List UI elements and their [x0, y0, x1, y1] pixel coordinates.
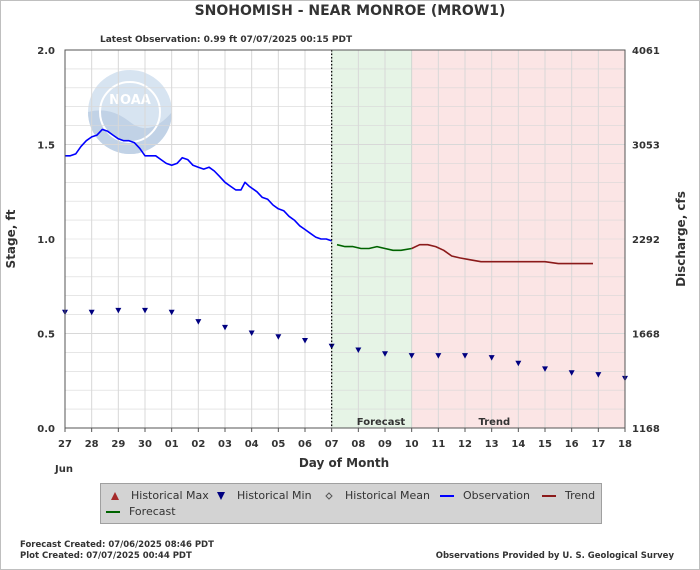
latest-observation: Latest Observation: 0.99 ft 07/07/2025 0… — [100, 35, 353, 45]
line-swatch-icon — [542, 495, 556, 497]
x-tick-label: 11 — [431, 439, 445, 450]
legend-label: Trend — [565, 489, 596, 502]
trend-region-label: Trend — [478, 417, 510, 428]
x-tick-label: 14 — [511, 439, 525, 450]
historical-min-marker — [408, 353, 415, 359]
x-axis-title: Day of Month — [299, 456, 389, 470]
x-tick-label: 10 — [405, 439, 419, 450]
y-tick-label: 1.5 — [37, 141, 55, 152]
y2-axis-title: Discharge, cfs — [674, 191, 688, 287]
historical-min-marker — [88, 309, 95, 316]
historical-min-marker — [115, 307, 122, 314]
legend-label: Historical Min — [237, 489, 312, 502]
axes: 27 28 29 30 01 02 03 04 05 06 07 08 09 10 11 12 13 14 15 16… — [37, 46, 660, 450]
historical-min-marker — [328, 343, 335, 350]
historical-min-marker — [382, 351, 388, 357]
series-lines — [65, 128, 593, 265]
x-tick-label: 18 — [618, 439, 632, 450]
grid-lines — [64, 49, 626, 429]
historical-min-marker — [355, 347, 362, 354]
line-swatch-icon — [106, 511, 120, 513]
historical-min-marker — [462, 353, 468, 359]
historical-min-marker — [435, 353, 442, 359]
diamond-icon — [325, 492, 333, 500]
series-line-trend — [411, 243, 593, 265]
line-swatch-icon — [440, 495, 454, 497]
forecast-region-label: Forecast — [357, 417, 406, 428]
x-tick-label: 12 — [458, 439, 472, 450]
x-tick-label: 08 — [351, 439, 365, 450]
x-tick-label: 01 — [165, 439, 179, 450]
triangle-up-icon — [111, 492, 119, 500]
historical-min-marker — [222, 324, 228, 331]
x-tick-label: 15 — [538, 439, 552, 450]
historical-min-marker — [248, 330, 255, 336]
historical-min-marker — [302, 338, 308, 344]
historical-min-marker — [275, 334, 282, 340]
legend-label: Observation — [463, 489, 530, 502]
chart-title: SNOHOMISH - NEAR MONROE (MROW1) — [194, 3, 506, 19]
noaa-watermark-text: NOAA — [109, 93, 151, 108]
data-source-text: Observations Provided by U. S. Geologica… — [435, 551, 674, 561]
x-tick-label: 02 — [191, 439, 205, 450]
triangle-down-icon — [217, 492, 225, 500]
x-tick-label: 04 — [245, 439, 259, 450]
historical-min-marker — [542, 366, 548, 372]
historical-min-marker — [168, 309, 175, 316]
x-tick-label: 06 — [298, 439, 312, 450]
region-labels: Forecast Trend — [357, 417, 510, 428]
y-tick-label: 2.0 — [37, 46, 55, 57]
y2-tick-label: 4061 — [632, 46, 660, 57]
y2-tick-label: 1168 — [632, 424, 660, 435]
y2-tick-label: 3053 — [632, 141, 660, 152]
x-tick-label: 09 — [378, 439, 392, 450]
historical-min-marker — [595, 372, 602, 378]
series-line-observation — [65, 128, 332, 242]
series-line-forecast — [336, 243, 412, 252]
plot-border — [64, 49, 626, 429]
x-tick-label: 29 — [111, 439, 125, 450]
legend-label: Forecast — [129, 505, 176, 518]
y2-tick-label: 1668 — [632, 330, 660, 341]
legend-label: Historical Mean — [345, 489, 430, 502]
x-tick-label: 16 — [565, 439, 579, 450]
x-month-label: Jun — [54, 464, 73, 475]
x-tick-label: 30 — [138, 439, 152, 450]
historical-min-marker — [568, 370, 575, 376]
x-tick-label: 13 — [485, 439, 499, 450]
y-tick-label: 0.0 — [37, 424, 55, 435]
historical-min-marker — [142, 307, 148, 314]
plot-created-text: Plot Created: 07/07/2025 00:44 PDT — [20, 551, 192, 561]
x-tick-label: 17 — [591, 439, 605, 450]
historical-min-marker — [195, 319, 202, 325]
footer-dates: Forecast Created: 07/06/2025 08:46 PDT P… — [20, 540, 214, 562]
x-tick-label: 27 — [58, 439, 72, 450]
y-tick-label: 0.5 — [37, 330, 55, 341]
x-tick-label: 05 — [271, 439, 285, 450]
historical-min-markers — [62, 307, 628, 382]
historical-min-marker — [488, 355, 495, 361]
x-tick-label: 28 — [85, 439, 99, 450]
legend: Historical Max Historical Min Historical… — [100, 483, 602, 524]
y-tick-label: 1.0 — [37, 235, 55, 246]
x-tick-label: 03 — [218, 439, 232, 450]
historical-min-marker — [515, 360, 522, 367]
y-axis-title: Stage, ft — [4, 209, 18, 268]
y2-tick-label: 2292 — [632, 235, 660, 246]
legend-label: Historical Max — [131, 489, 209, 502]
forecast-created-text: Forecast Created: 07/06/2025 08:46 PDT — [20, 540, 214, 550]
hydrograph-chart: NOAA 27 28 29 30 01 02 03 04 05 06 07 08 09 10 11 12 13 1… — [4, 46, 688, 475]
x-tick-label: 07 — [325, 439, 339, 450]
